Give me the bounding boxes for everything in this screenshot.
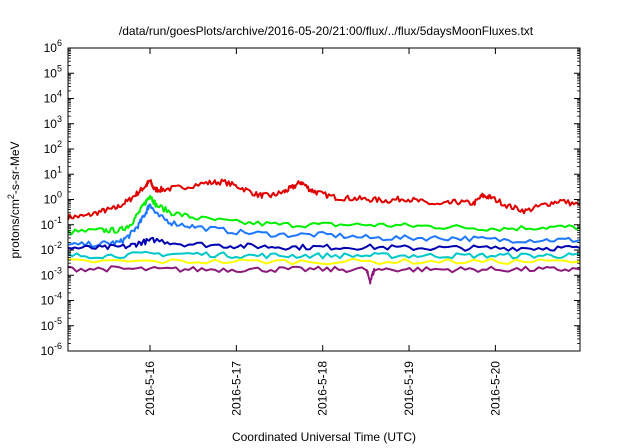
y-tick-label-2: 10-4	[41, 291, 62, 308]
chart-title: /data/run/goesPlots/archive/2016-05-20/2…	[119, 24, 534, 38]
y-tick-label-4: 10-2	[41, 240, 62, 257]
series-line-0	[67, 178, 581, 221]
x-axis-label: Coordinated Universal Time (UTC)	[232, 430, 416, 444]
x-tick-label-2: 2016-5-18	[316, 361, 330, 416]
y-axis-label-sup: 2	[6, 194, 16, 199]
x-tick-label-4: 2016-5-20	[488, 361, 502, 416]
x-tick-label-0: 2016-5-16	[143, 361, 157, 416]
series-line-2	[67, 203, 581, 248]
y-tick-label-10: 104	[44, 89, 62, 106]
y-axis-label-pre: protons/cm	[8, 199, 22, 258]
y-axis-label-post: -s-sr-MeV	[8, 141, 22, 194]
y-tick-label-6: 100	[44, 190, 62, 207]
series-line-5	[67, 257, 581, 266]
y-tick-label-5: 10-1	[41, 215, 62, 232]
y-tick-label-11: 105	[44, 63, 62, 80]
series-line-4	[67, 250, 581, 260]
y-tick-label-9: 103	[44, 114, 62, 131]
y-tick-label-8: 102	[44, 139, 62, 156]
x-axis: 2016-5-16 2016-5-17 2016-5-18 2016-5-19 2016…	[143, 48, 502, 416]
plot-frame	[67, 47, 581, 352]
y-tick-label-1: 10-5	[41, 316, 62, 333]
series-line-6	[67, 265, 581, 285]
series-layer	[67, 178, 581, 285]
series-line-3	[67, 236, 581, 252]
y-tick-label-7: 101	[44, 164, 62, 181]
y-axis: 10-6 10-5 10-4 10-3 10-2 10-1 100 101 102 103 104 1…	[41, 38, 580, 358]
x-tick-label-1: 2016-5-17	[229, 361, 243, 416]
series-line-1	[67, 194, 581, 236]
x-tick-label-3: 2016-5-19	[402, 361, 416, 416]
y-tick-label-0: 10-6	[41, 341, 62, 358]
y-axis-label: protons/cm2-s-sr-MeV	[6, 141, 22, 258]
y-tick-label-3: 10-3	[41, 265, 62, 282]
y-tick-label-12: 106	[44, 38, 62, 55]
